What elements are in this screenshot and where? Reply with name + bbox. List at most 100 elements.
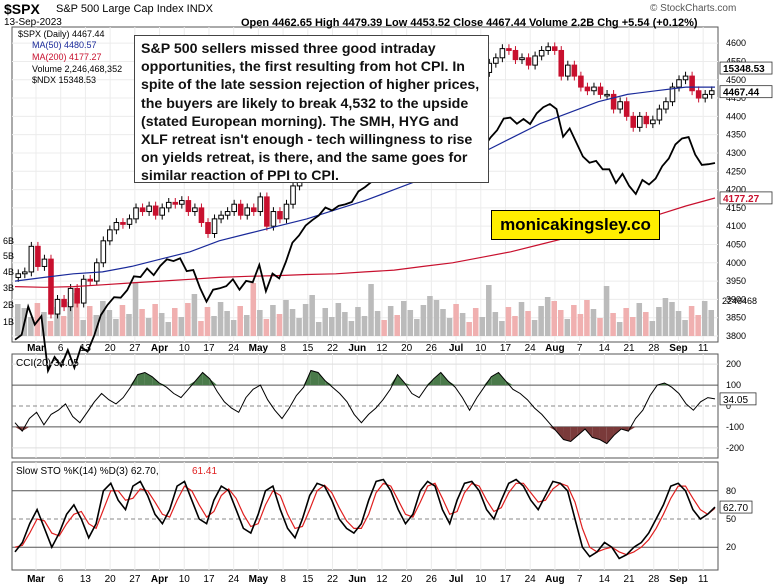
- candle-body: [244, 207, 251, 216]
- volume-bar: [538, 306, 544, 336]
- cci-negative-fill: [15, 426, 23, 432]
- volume-bar: [86, 306, 93, 336]
- volume-bar: [603, 286, 610, 336]
- candle-body: [218, 214, 224, 220]
- candle-body: [604, 93, 610, 97]
- candle-body: [61, 298, 67, 308]
- volume-bar: [577, 314, 584, 336]
- index-name: S&P 500 Large Cap Index INDX: [56, 3, 213, 15]
- volume-bar: [113, 319, 119, 336]
- volume-bar: [387, 306, 394, 336]
- x-tick-label-sto: 12: [376, 574, 388, 585]
- x-tick-label-price: 10: [475, 343, 487, 354]
- cci-positive-fill: [440, 372, 448, 386]
- candle-body: [264, 196, 270, 227]
- x-tick-label-sto: 10: [179, 574, 191, 585]
- volume-bar: [381, 320, 387, 336]
- x-tick-label-price: 20: [105, 343, 117, 354]
- volume-bar: [701, 301, 708, 336]
- x-tick-label-price: Jul: [449, 343, 464, 354]
- cci-negative-fill: [599, 426, 607, 444]
- cci-negative-fill: [592, 426, 600, 440]
- volume-bar: [191, 294, 198, 336]
- y-tick-label-price: 3900: [726, 294, 746, 304]
- volume-bar: [427, 296, 433, 336]
- volume-bar: [276, 314, 283, 336]
- cci-negative-fill: [570, 426, 578, 442]
- volume-axis-label: 3B: [3, 283, 14, 293]
- y-tick-label-price: 3850: [726, 313, 746, 323]
- sto-last-box: [719, 500, 753, 514]
- candle-body: [558, 49, 565, 77]
- x-tick-label-price: 6: [58, 343, 64, 354]
- candle-body: [113, 222, 120, 231]
- cci-title: CCI(20) 34.05: [16, 358, 79, 369]
- close-marker: 4467.44: [723, 88, 760, 99]
- volume-bar: [270, 305, 276, 336]
- x-tick-label-sto: 6: [58, 574, 64, 585]
- x-tick-label-price: 7: [577, 343, 583, 354]
- candle-body: [28, 245, 35, 273]
- candle-body: [702, 93, 708, 99]
- volume-bar: [335, 303, 342, 336]
- candle-body: [290, 185, 296, 205]
- y-tick-label-price: 4300: [726, 148, 746, 158]
- x-tick-label-price: 13: [80, 343, 92, 354]
- candle-body: [663, 101, 669, 110]
- candle-body: [617, 101, 623, 110]
- x-tick-label-sto: 24: [525, 574, 537, 585]
- sto-title: Slow STO %K(14) %D(3) 62.70,: [16, 466, 159, 477]
- cci-negative-fill: [621, 426, 629, 432]
- brand-label: monicakingsley.co: [491, 210, 660, 240]
- candle-body: [610, 93, 617, 110]
- x-tick-label-price: 22: [327, 343, 339, 354]
- candle-body: [493, 57, 499, 64]
- volume-bar: [217, 302, 224, 336]
- y-tick-label-price: 4400: [726, 111, 746, 121]
- x-tick-label-sto: Apr: [151, 574, 168, 585]
- volume-bar: [41, 312, 47, 336]
- volume-bar: [682, 320, 688, 336]
- credit-text: © StockCharts.com: [650, 3, 737, 14]
- volume-bar: [322, 308, 329, 336]
- x-tick-label-price: 20: [401, 343, 413, 354]
- volume-bar: [636, 303, 643, 336]
- x-tick-label-price: 26: [426, 343, 438, 354]
- volume-bar: [289, 309, 296, 336]
- volume-bar: [584, 300, 590, 336]
- candle-body: [519, 57, 525, 61]
- volume-bar: [34, 303, 41, 336]
- close-marker-box: [719, 85, 773, 99]
- volume-bar: [544, 297, 551, 336]
- candle-body: [172, 201, 179, 205]
- y-tick-label-sto: 80: [726, 486, 736, 496]
- x-tick-label-sto: Mar: [27, 574, 45, 585]
- cci-positive-fill: [505, 380, 513, 386]
- volume-bar: [47, 321, 54, 336]
- candle-body: [506, 48, 512, 51]
- volume-bar: [597, 318, 603, 336]
- y-tick-label-price: 4000: [726, 258, 746, 268]
- volume-bar: [499, 321, 505, 336]
- volume-bar: [571, 305, 577, 336]
- candle-body: [185, 200, 192, 213]
- volume-bar: [512, 316, 518, 336]
- y-tick-label-price: 4200: [726, 185, 746, 195]
- x-tick-label-sto: Aug: [545, 574, 564, 585]
- volume-bar: [708, 310, 714, 336]
- volume-bar: [688, 306, 695, 336]
- x-tick-label-sto: 15: [302, 574, 314, 585]
- ma50-line: [14, 86, 715, 282]
- volume-bar: [224, 311, 230, 336]
- volume-bar: [505, 307, 512, 336]
- cci-positive-fill: [209, 378, 218, 386]
- volume-bar: [145, 318, 152, 336]
- volume-bar: [420, 305, 427, 336]
- x-tick-label-price: Apr: [151, 343, 168, 354]
- candle-body: [708, 90, 715, 95]
- candle-body: [270, 211, 277, 227]
- volume-bar: [695, 315, 701, 336]
- y-tick-label-price: 4350: [726, 130, 746, 140]
- legend-ndx: $NDX 15348.53: [32, 75, 97, 85]
- cci-positive-fill: [325, 380, 333, 386]
